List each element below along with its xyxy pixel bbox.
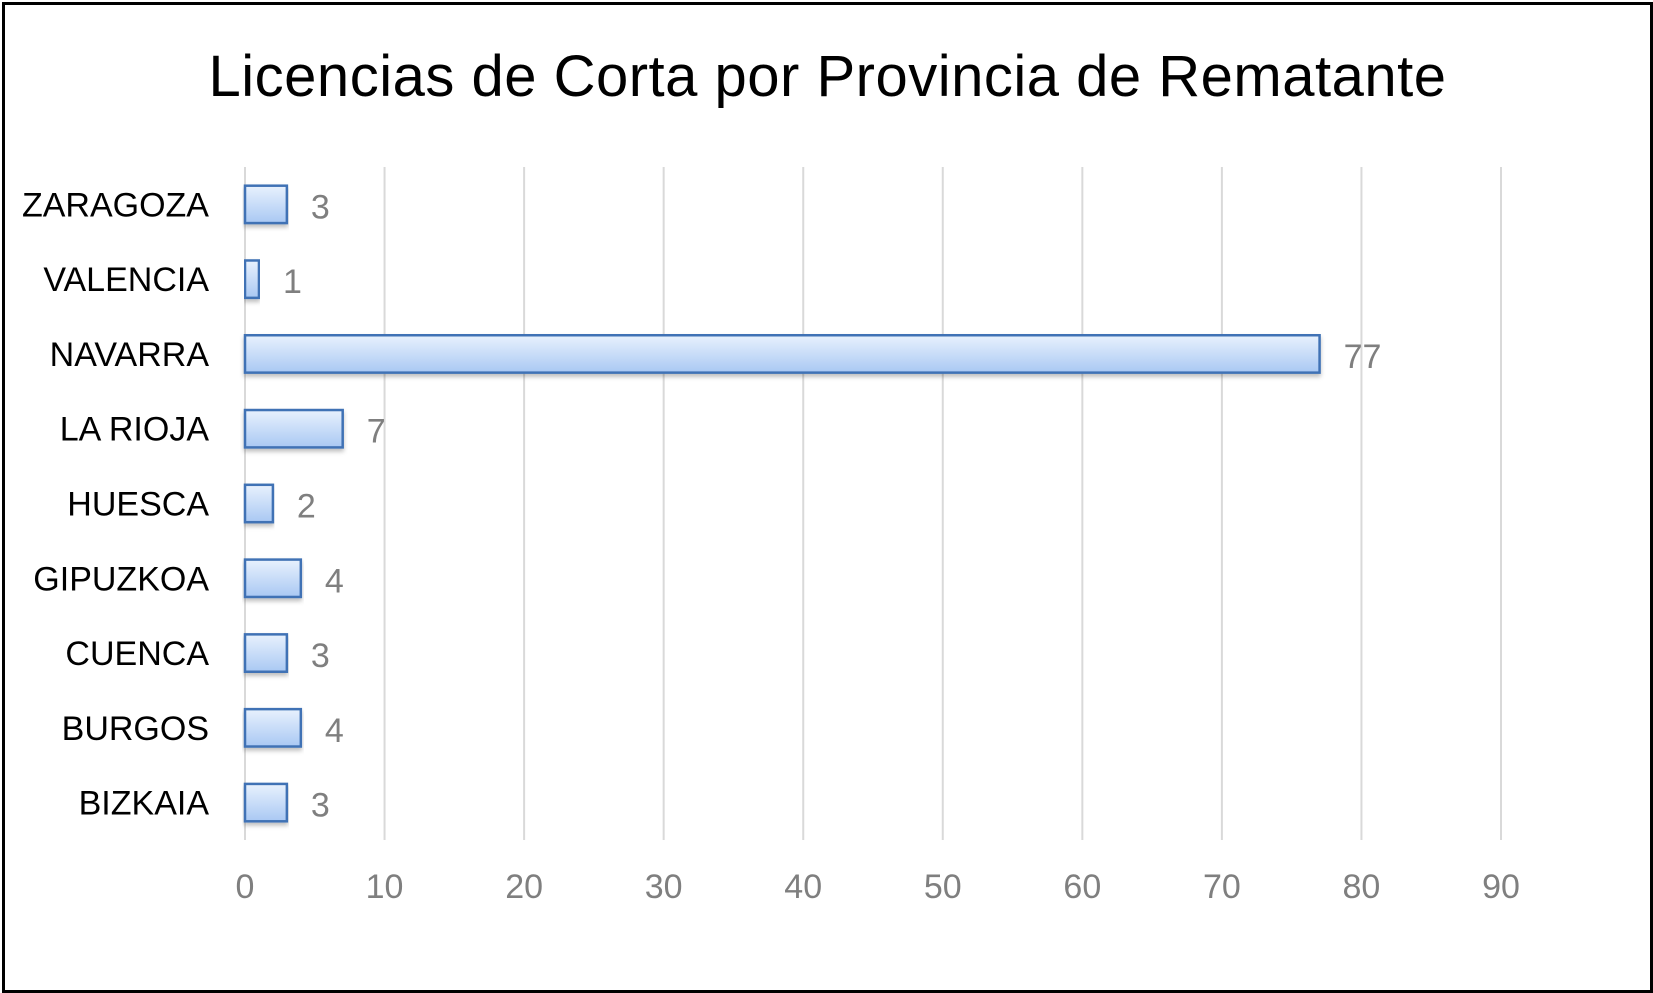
data-label-zaragoza: 3 <box>311 188 330 226</box>
data-label-huesca: 2 <box>297 488 316 526</box>
category-label-gipuzkoa: GIPUZKOA <box>33 560 209 598</box>
x-tick-label-20: 20 <box>505 868 543 906</box>
x-tick-label-90: 90 <box>1482 868 1520 906</box>
x-tick-label-0: 0 <box>236 868 255 906</box>
data-label-burgos: 4 <box>325 712 344 750</box>
bar-gipuzkoa <box>243 558 303 599</box>
category-label-la-rioja: LA RIOJA <box>60 411 210 449</box>
bar-chart-plot: 0 10 20 30 40 50 60 70 80 90 ZARAGOZA 3 VALENCIA 1 NAV… <box>22 167 1520 906</box>
bar-huesca <box>243 483 275 524</box>
x-tick-label-50: 50 <box>924 868 962 906</box>
category-label-huesca: HUESCA <box>67 486 209 524</box>
bar-cuenca <box>243 633 289 673</box>
data-label-bizkaia: 3 <box>311 787 330 825</box>
chart-title: Licencias de Corta por Provincia de Rema… <box>208 44 1447 109</box>
data-label-cuenca: 3 <box>311 637 330 675</box>
bar-burgos <box>243 707 303 748</box>
x-tick-label-60: 60 <box>1063 868 1101 906</box>
bar-bizkaia <box>243 782 289 823</box>
x-tick-label-30: 30 <box>645 868 683 906</box>
bar-valencia <box>243 259 261 300</box>
x-tick-label-70: 70 <box>1203 868 1241 906</box>
labels: 0 10 20 30 40 50 60 70 80 90 ZARAGOZA 3 VALENCIA 1 NAV… <box>22 186 1520 906</box>
bar-navarra <box>243 334 1321 374</box>
category-label-bizkaia: BIZKAIA <box>79 785 210 823</box>
x-tick-label-80: 80 <box>1343 868 1381 906</box>
bars <box>243 184 1321 823</box>
category-label-burgos: BURGOS <box>62 710 209 748</box>
bar-la-rioja <box>243 408 344 449</box>
category-label-navarra: NAVARRA <box>50 336 210 374</box>
data-label-valencia: 1 <box>283 263 302 301</box>
x-tick-label-40: 40 <box>784 868 822 906</box>
gridlines <box>244 167 1502 840</box>
x-tick-label-10: 10 <box>366 868 404 906</box>
category-label-cuenca: CUENCA <box>65 635 209 673</box>
category-label-zaragoza: ZARAGOZA <box>22 186 209 224</box>
data-label-gipuzkoa: 4 <box>325 562 344 600</box>
data-label-la-rioja: 7 <box>367 413 386 451</box>
category-label-valencia: VALENCIA <box>43 261 209 299</box>
bar-zaragoza <box>243 184 289 225</box>
data-label-navarra: 77 <box>1344 338 1382 376</box>
